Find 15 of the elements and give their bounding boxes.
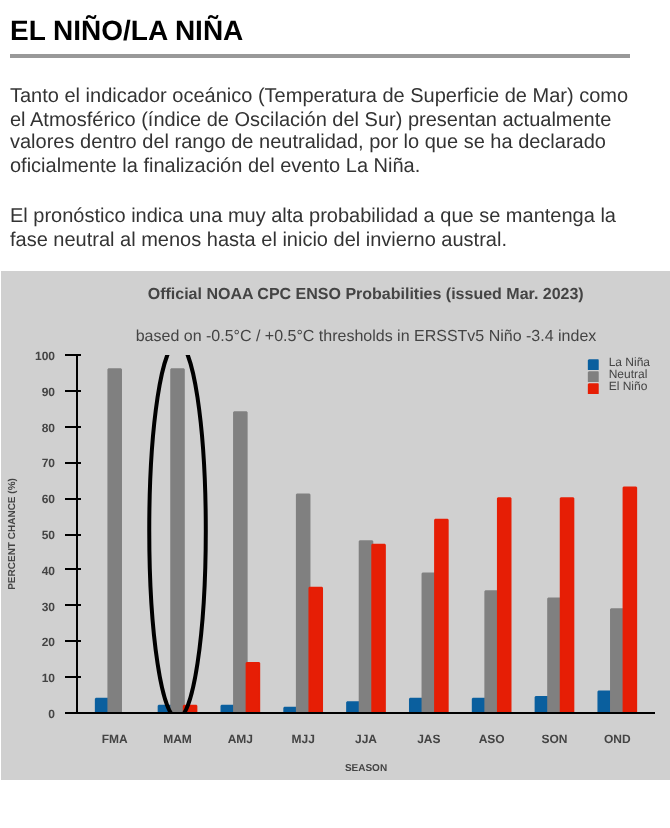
text: Tanto el indicador oceánico (Temperatura de Superficie de Mar) como el Atmosférico (índice de Oscilación del Sur) presentan actualmente valores dentro del rango de neutralidad, por lo que se ha declarado oficialmente la finalización del evento La Niña. xyxy=(10,86,630,178)
chart-subtitle: based on -0.5°C / +0.5°C thresholds in ERSSTv5 Niño -3.4 index xyxy=(135,327,597,345)
bar xyxy=(559,497,575,713)
text: El pronóstico indica una muy alta probabilidad a que se mantenga la fase neutral al menos hasta el inicio del invierno austral. xyxy=(10,206,618,252)
chart-title: Official NOAA CPC ENSO Probabilities (issued Mar. 2023) xyxy=(147,285,585,303)
text: EL NIÑO/LA NIÑA xyxy=(10,12,244,50)
bar xyxy=(245,661,261,713)
bar xyxy=(233,411,248,713)
bar xyxy=(496,497,512,713)
bar xyxy=(622,486,638,713)
bar xyxy=(308,586,324,713)
bar xyxy=(434,518,449,713)
bar xyxy=(371,543,386,713)
bar xyxy=(107,368,122,713)
bar xyxy=(170,368,185,713)
